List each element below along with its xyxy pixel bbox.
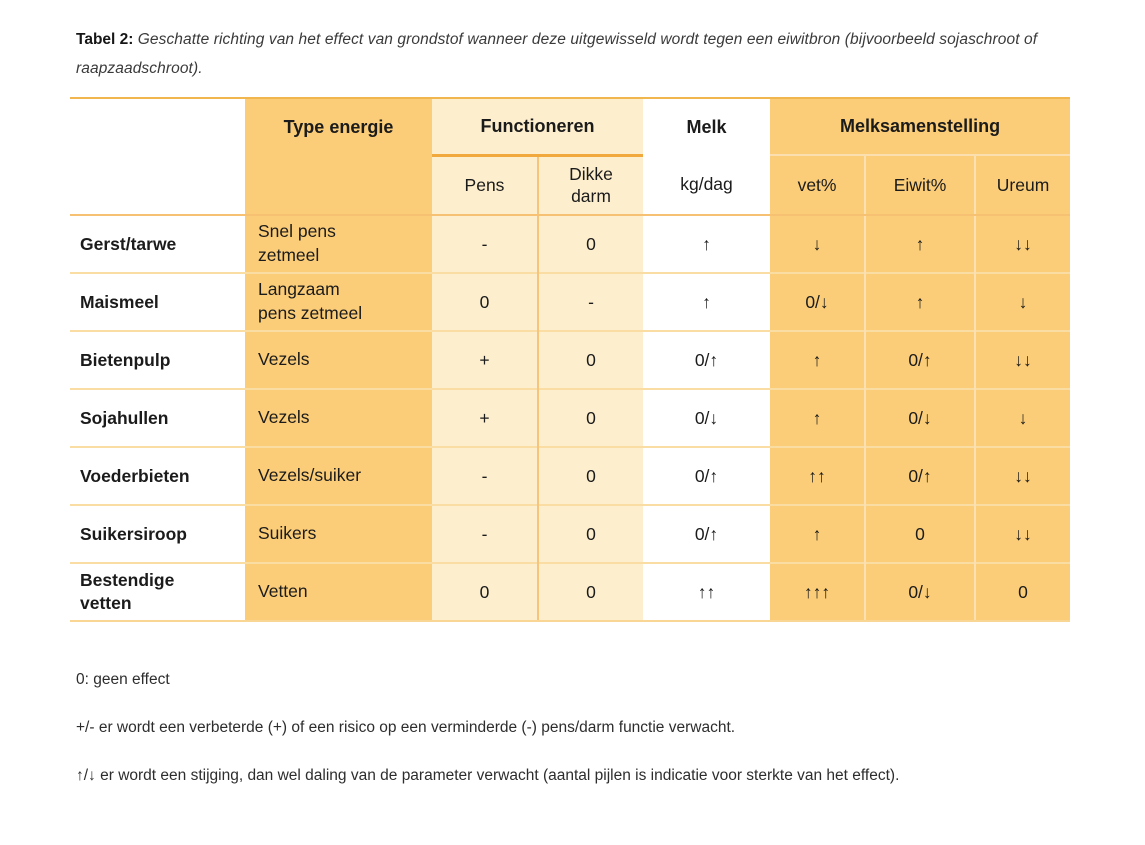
header-vet: vet% <box>770 155 866 216</box>
header-melksamenstelling: Melksamenstelling <box>770 97 1071 156</box>
vet-cell: ↑ <box>770 504 866 563</box>
ureum-cell: ↓↓ <box>974 504 1071 563</box>
dikke-darm-cell: 0 <box>536 446 644 505</box>
header-melk: Melk <box>643 97 771 155</box>
type-energie-cell: Vetten <box>245 562 432 622</box>
pens-cell: 0 <box>432 272 538 331</box>
type-energie-cell: Suikers <box>245 504 432 563</box>
vet-cell: ↑↑ <box>770 446 866 505</box>
footnote-arrows: ↑/↓ er wordt een stijging, dan wel dalin… <box>76 767 900 784</box>
dikke-darm-cell: 0 <box>536 214 644 273</box>
pens-cell: + <box>432 388 538 447</box>
eiwit-cell: 0/↓ <box>864 388 976 447</box>
header-eiwit: Eiwit% <box>864 155 976 216</box>
type-energie-cell: Vezels <box>245 330 432 389</box>
pens-cell: - <box>432 446 538 505</box>
caption-label: Tabel 2: <box>76 31 134 48</box>
ureum-cell: ↓ <box>974 272 1071 331</box>
vet-cell: ↑ <box>770 330 866 389</box>
eiwit-cell: ↑ <box>864 272 976 331</box>
dikke-darm-cell: - <box>536 272 644 331</box>
header-functioneren: Functioneren <box>432 97 644 157</box>
dikke-darm-cell: 0 <box>536 330 644 389</box>
eiwit-cell: 0 <box>864 504 976 563</box>
vet-cell: ↑↑↑ <box>770 562 866 622</box>
ureum-cell: ↓↓ <box>974 446 1071 505</box>
dikke-darm-cell: 0 <box>536 504 644 563</box>
ureum-cell: ↓↓ <box>974 330 1071 389</box>
type-energie-cell: Snel pens zetmeel <box>245 214 432 273</box>
pens-cell: + <box>432 330 538 389</box>
header-type-energie: Type energie <box>245 97 432 155</box>
ureum-cell: 0 <box>974 562 1071 622</box>
table-row: Bestendige vetten Vetten 0 0 ↑↑ ↑↑↑ 0/↓ 0 <box>70 562 1071 622</box>
row-label-cell: Maismeel <box>70 272 245 331</box>
ureum-cell: ↓ <box>974 388 1071 447</box>
table-row: Bietenpulp Vezels +0 0/↑ ↑ 0/↑ ↓↓ <box>70 330 1071 389</box>
pens-cell: - <box>432 214 538 273</box>
type-energie-cell: Vezels/suiker <box>245 446 432 505</box>
footnote-zero: 0: geen effect <box>76 671 170 688</box>
row-label-cell: Voederbieten <box>70 446 245 505</box>
melk-cell: ↑ <box>643 214 771 273</box>
pens-cell: 0 <box>432 562 538 622</box>
vet-cell: ↓ <box>770 214 866 273</box>
table-row: Voederbieten Vezels/suiker -0 0/↑ ↑↑ 0/↑ ↓↓ <box>70 446 1071 505</box>
table-row: Suikersiroop Suikers -0 0/↑ ↑ 0 ↓↓ <box>70 504 1071 563</box>
effects-table: Type energie Functioneren Melk Melksamen… <box>70 97 1071 622</box>
melk-cell: 0/↓ <box>643 388 771 447</box>
melk-cell: 0/↑ <box>643 446 771 505</box>
footnote-plus-minus: +/- er wordt een verbeterde (+) of een r… <box>76 719 736 736</box>
table-row: Gerst/tarwe Snel pens zetmeel -0 ↑ ↓ ↑ ↓↓ <box>70 214 1071 273</box>
row-label-cell: Suikersiroop <box>70 504 245 563</box>
table-header: Type energie Functioneren Melk Melksamen… <box>70 97 1071 216</box>
footnotes: 0: geen effect +/- er wordt een verbeter… <box>76 668 1026 787</box>
header-kg-dag: kg/dag <box>643 155 771 216</box>
dikke-darm-cell: 0 <box>536 562 644 622</box>
header-row-groups: Type energie Functioneren Melk Melksamen… <box>70 97 1071 157</box>
eiwit-cell: 0/↑ <box>864 446 976 505</box>
table-row: Sojahullen Vezels +0 0/↓ ↑ 0/↓ ↓ <box>70 388 1071 447</box>
melk-cell: 0/↑ <box>643 504 771 563</box>
row-label-cell: Sojahullen <box>70 388 245 447</box>
table-caption: Tabel 2: Geschatte richting van het effe… <box>76 25 1081 83</box>
vet-cell: 0/↓ <box>770 272 866 331</box>
table-row: Maismeel Langzaam pens zetmeel 0- ↑ 0/↓ ↑ ↓ <box>70 272 1071 331</box>
table-body: Gerst/tarwe Snel pens zetmeel -0 ↑ ↓ ↑ ↓↓ Maism… <box>70 214 1071 622</box>
type-energie-cell: Vezels <box>245 388 432 447</box>
row-label-cell: Bestendige vetten <box>70 562 245 622</box>
melk-cell: ↑↑ <box>643 562 771 622</box>
eiwit-cell: ↑ <box>864 214 976 273</box>
row-label-cell: Bietenpulp <box>70 330 245 389</box>
corner-cell <box>70 155 245 216</box>
header-type-energie-spacer <box>245 155 432 216</box>
ureum-cell: ↓↓ <box>974 214 1071 273</box>
corner-cell <box>70 97 245 155</box>
row-label-cell: Gerst/tarwe <box>70 214 245 273</box>
melk-cell: 0/↑ <box>643 330 771 389</box>
eiwit-cell: 0/↑ <box>864 330 976 389</box>
document-page: Tabel 2: Geschatte richting van het effe… <box>0 25 1145 787</box>
dikke-darm-cell: 0 <box>536 388 644 447</box>
header-ureum: Ureum <box>974 155 1071 216</box>
type-energie-cell: Langzaam pens zetmeel <box>245 272 432 331</box>
header-row-sub: Pens Dikke darm kg/dag vet% Eiwit% Ureum <box>70 155 1071 216</box>
eiwit-cell: 0/↓ <box>864 562 976 622</box>
vet-cell: ↑ <box>770 388 866 447</box>
header-pens: Pens <box>432 155 538 216</box>
header-dikke-darm: Dikke darm <box>536 155 644 216</box>
melk-cell: ↑ <box>643 272 771 331</box>
caption-text: Geschatte richting van het effect van gr… <box>76 31 1038 77</box>
pens-cell: - <box>432 504 538 563</box>
